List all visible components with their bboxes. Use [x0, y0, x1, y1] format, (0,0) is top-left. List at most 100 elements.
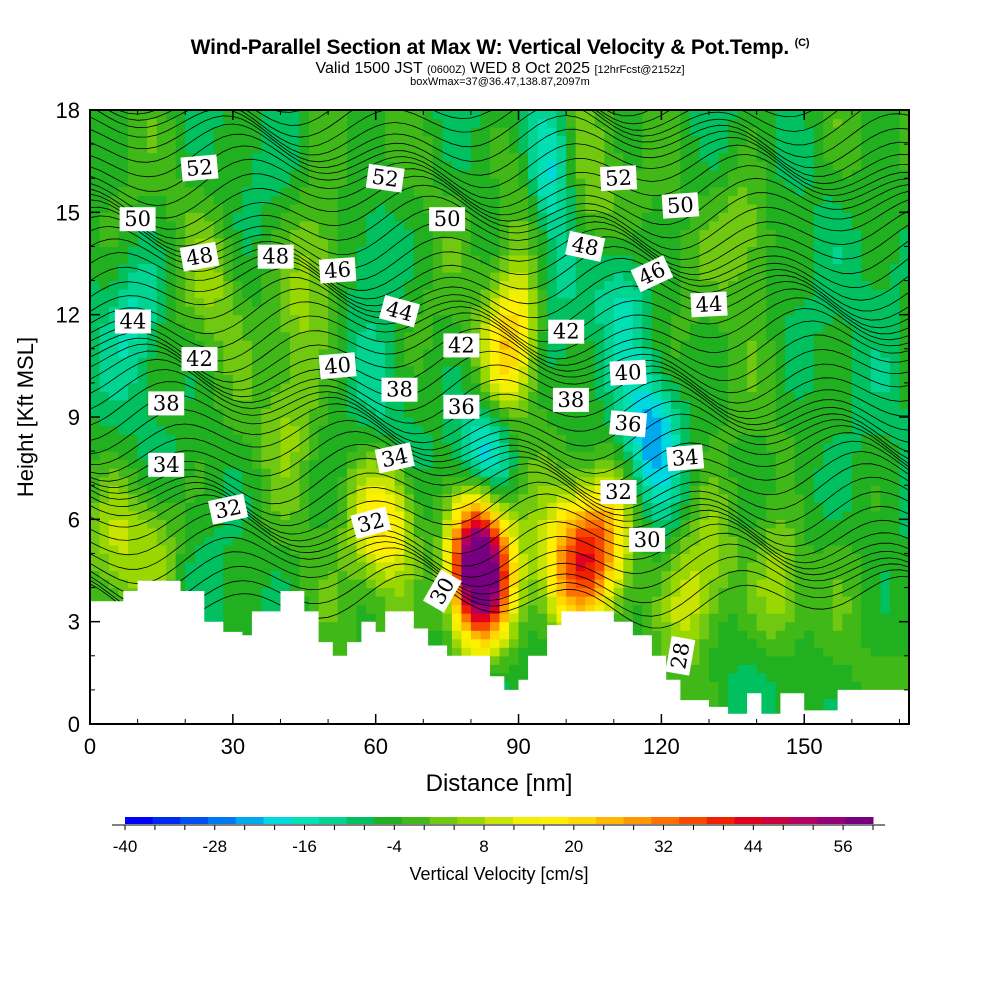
velocity-cell	[280, 519, 291, 529]
velocity-cell	[575, 374, 586, 384]
velocity-cell	[290, 135, 301, 145]
velocity-cell	[547, 229, 558, 239]
velocity-cell	[470, 152, 481, 162]
velocity-cell	[623, 127, 634, 137]
velocity-cell	[480, 493, 491, 503]
velocity-cell	[185, 451, 196, 461]
velocity-cell	[185, 417, 196, 427]
velocity-cell	[728, 519, 739, 529]
velocity-cell	[366, 263, 377, 273]
velocity-cell	[690, 357, 701, 367]
velocity-cell	[490, 434, 501, 444]
velocity-cell	[594, 340, 605, 350]
velocity-cell	[480, 613, 491, 623]
velocity-cell	[356, 280, 367, 290]
velocity-cell	[432, 229, 443, 239]
velocity-cell	[109, 459, 120, 469]
velocity-cell	[737, 434, 748, 444]
velocity-cell	[604, 348, 615, 358]
velocity-cell	[299, 340, 310, 350]
velocity-cell	[737, 417, 748, 427]
velocity-cell	[290, 272, 301, 282]
velocity-cell	[347, 604, 358, 614]
velocity-cell	[594, 442, 605, 452]
velocity-cell	[232, 408, 243, 418]
velocity-cell	[442, 459, 453, 469]
velocity-cell	[213, 493, 224, 503]
velocity-cell	[585, 306, 596, 316]
velocity-cell	[594, 365, 605, 375]
velocity-cell	[499, 391, 510, 401]
velocity-cell	[509, 314, 520, 324]
velocity-cell	[232, 587, 243, 597]
velocity-cell	[432, 434, 443, 444]
velocity-cell	[670, 127, 681, 137]
velocity-cell	[699, 186, 710, 196]
velocity-cell	[690, 468, 701, 478]
velocity-cell	[213, 544, 224, 554]
velocity-cell	[366, 365, 377, 375]
velocity-cell	[566, 587, 577, 597]
velocity-cell	[337, 425, 348, 435]
velocity-cell	[499, 459, 510, 469]
velocity-cell	[585, 340, 596, 350]
velocity-cell	[328, 451, 339, 461]
velocity-cell	[270, 229, 281, 239]
velocity-cell	[556, 246, 567, 256]
velocity-cell	[251, 493, 262, 503]
velocity-cell	[518, 519, 529, 529]
velocity-cell	[537, 263, 548, 273]
velocity-cell	[366, 544, 377, 554]
velocity-cell	[737, 399, 748, 409]
velocity-cell	[442, 374, 453, 384]
velocity-cell	[423, 604, 434, 614]
velocity-cell	[699, 434, 710, 444]
velocity-cell	[499, 161, 510, 171]
velocity-cell	[461, 203, 472, 213]
velocity-cell	[328, 169, 339, 179]
velocity-cell	[223, 263, 234, 273]
velocity-cell	[623, 570, 634, 580]
velocity-cell	[490, 178, 501, 188]
velocity-cell	[490, 127, 501, 137]
velocity-cell	[442, 553, 453, 563]
velocity-cell	[232, 314, 243, 324]
velocity-cell	[632, 510, 643, 520]
velocity-cell	[166, 118, 177, 128]
velocity-cell	[166, 144, 177, 154]
velocity-cell	[623, 587, 634, 597]
velocity-cell	[261, 178, 272, 188]
velocity-cell	[680, 527, 691, 537]
velocity-cell	[747, 630, 758, 640]
velocity-cell	[413, 306, 424, 316]
velocity-cell	[566, 306, 577, 316]
velocity-cell	[347, 195, 358, 205]
velocity-cell	[375, 365, 386, 375]
velocity-cell	[509, 655, 520, 665]
velocity-cell	[718, 604, 729, 614]
velocity-cell	[166, 272, 177, 282]
velocity-cell	[118, 408, 129, 418]
velocity-cell	[118, 152, 129, 162]
velocity-cell	[680, 493, 691, 503]
velocity-cell	[90, 553, 101, 563]
velocity-cell	[480, 442, 491, 452]
velocity-cell	[518, 152, 529, 162]
velocity-cell	[680, 152, 691, 162]
velocity-cell	[623, 306, 634, 316]
velocity-cell	[299, 255, 310, 265]
velocity-cell	[404, 579, 415, 589]
velocity-cell	[309, 212, 320, 222]
velocity-cell	[356, 587, 367, 597]
velocity-cell	[299, 152, 310, 162]
velocity-cell	[661, 672, 672, 682]
velocity-cell	[232, 169, 243, 179]
velocity-cell	[718, 110, 729, 120]
velocity-cell	[356, 485, 367, 495]
velocity-cell	[137, 280, 148, 290]
velocity-cell	[490, 212, 501, 222]
velocity-cell	[585, 348, 596, 358]
velocity-cell	[728, 672, 739, 682]
velocity-cell	[299, 579, 310, 589]
velocity-cell	[242, 348, 253, 358]
